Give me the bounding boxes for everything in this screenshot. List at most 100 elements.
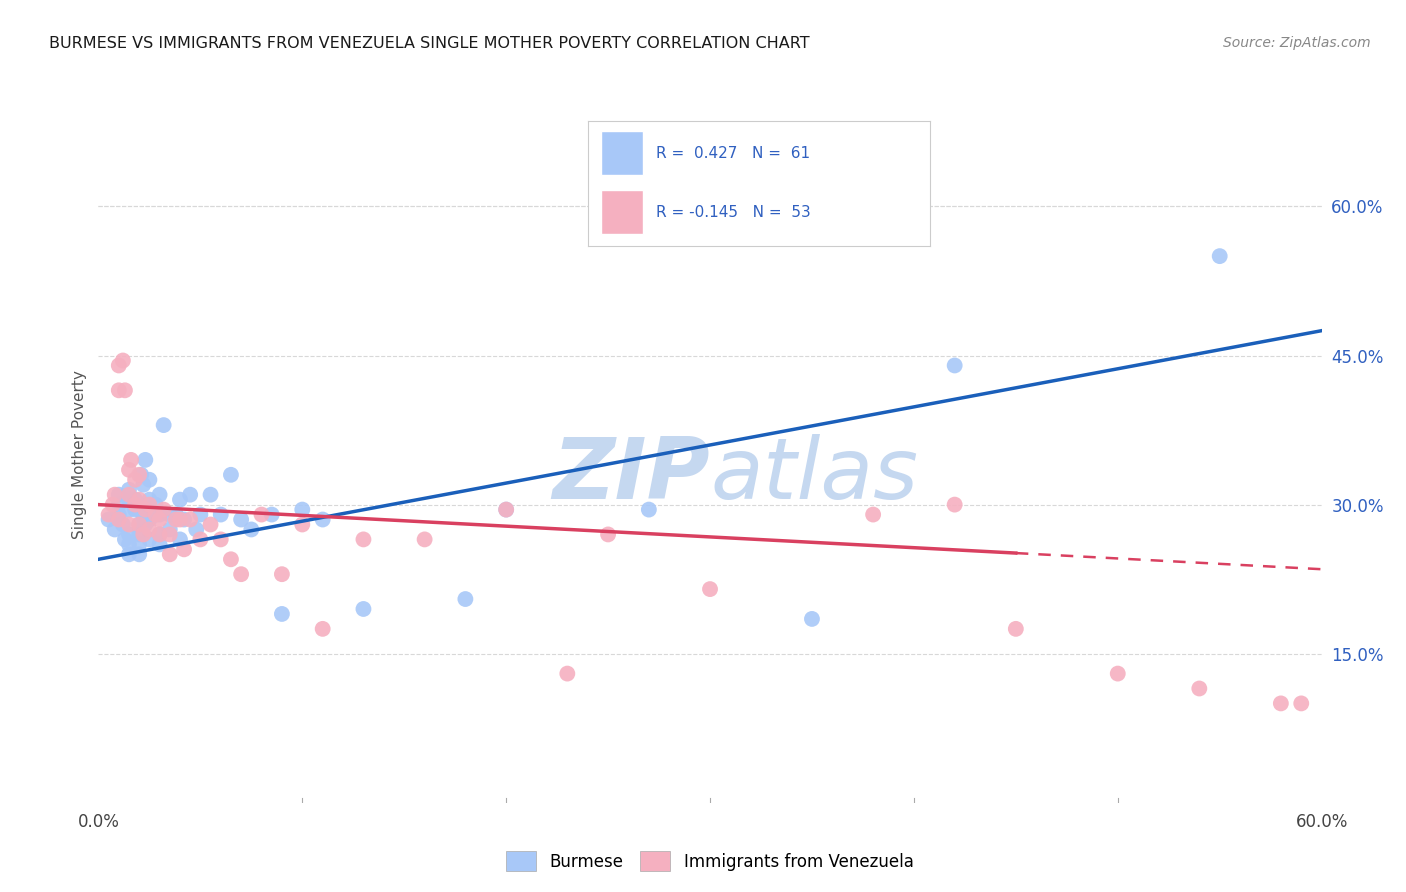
Point — [159, 523, 181, 537]
Point — [108, 488, 131, 502]
Point — [145, 508, 167, 522]
Point — [108, 384, 131, 398]
Point — [260, 508, 283, 522]
Point — [124, 498, 146, 512]
Point — [173, 542, 195, 557]
Point — [152, 418, 174, 433]
Point — [134, 517, 156, 532]
Point — [120, 453, 142, 467]
Point — [138, 498, 160, 512]
Point — [598, 527, 620, 541]
Point — [169, 492, 191, 507]
Point — [128, 537, 150, 551]
Point — [101, 498, 124, 512]
Point — [149, 527, 172, 541]
Point — [138, 533, 160, 547]
Point — [114, 533, 136, 547]
Point — [138, 523, 160, 537]
Point — [118, 537, 141, 551]
Point — [240, 523, 263, 537]
Point — [149, 488, 172, 502]
Point — [132, 527, 155, 541]
Point — [270, 567, 294, 582]
Point — [118, 517, 141, 532]
Point — [1107, 666, 1129, 681]
Point — [1291, 697, 1313, 711]
Point — [159, 527, 181, 541]
Point — [108, 512, 131, 526]
Point — [231, 567, 253, 582]
Point — [1188, 681, 1211, 696]
Point — [128, 527, 150, 541]
Point — [186, 523, 208, 537]
Point — [312, 622, 335, 636]
Point — [132, 508, 155, 522]
Point — [108, 508, 131, 522]
Point — [149, 512, 172, 526]
Point — [179, 512, 201, 526]
Point — [108, 498, 131, 512]
Point — [128, 502, 150, 516]
Point — [188, 508, 212, 522]
Text: Source: ZipAtlas.com: Source: ZipAtlas.com — [1223, 36, 1371, 50]
Point — [165, 512, 187, 526]
Point — [149, 508, 172, 522]
Point — [638, 502, 661, 516]
Point — [149, 537, 172, 551]
Point — [352, 602, 374, 616]
Point — [97, 512, 120, 526]
Text: BURMESE VS IMMIGRANTS FROM VENEZUELA SINGLE MOTHER POVERTY CORRELATION CHART: BURMESE VS IMMIGRANTS FROM VENEZUELA SIN… — [49, 36, 810, 51]
Point — [104, 523, 127, 537]
Point — [291, 502, 314, 516]
Point — [124, 492, 146, 507]
Point — [118, 488, 141, 502]
Point — [943, 498, 966, 512]
Point — [291, 517, 314, 532]
Point — [118, 463, 141, 477]
Y-axis label: Single Mother Poverty: Single Mother Poverty — [72, 370, 87, 540]
Point — [413, 533, 436, 547]
Point — [169, 533, 191, 547]
Point — [134, 453, 156, 467]
Point — [862, 508, 884, 522]
Point — [138, 512, 160, 526]
Point — [129, 467, 152, 482]
Point — [495, 502, 517, 516]
Point — [124, 502, 146, 516]
Point — [118, 502, 141, 516]
Point — [219, 467, 242, 482]
Point — [118, 527, 141, 541]
Point — [149, 527, 172, 541]
Point — [128, 467, 150, 482]
Point — [124, 473, 146, 487]
Point — [169, 512, 191, 526]
Point — [188, 533, 212, 547]
Point — [128, 517, 150, 532]
Point — [270, 607, 294, 621]
Point — [111, 353, 134, 368]
Point — [145, 508, 167, 522]
Point — [145, 498, 167, 512]
Point — [118, 547, 141, 561]
Point — [159, 508, 181, 522]
Text: ZIP: ZIP — [553, 434, 710, 517]
Point — [699, 582, 721, 596]
Point — [114, 384, 136, 398]
Point — [138, 473, 160, 487]
Point — [104, 488, 127, 502]
Point — [312, 512, 335, 526]
Point — [118, 492, 141, 507]
Point — [231, 512, 253, 526]
Legend: Burmese, Immigrants from Venezuela: Burmese, Immigrants from Venezuela — [499, 845, 921, 878]
Point — [200, 517, 222, 532]
Point — [801, 612, 824, 626]
Point — [152, 502, 174, 516]
Point — [134, 502, 156, 516]
Point — [128, 547, 150, 561]
Point — [128, 517, 150, 532]
Point — [132, 477, 155, 491]
Point — [209, 533, 232, 547]
Point — [209, 508, 232, 522]
Point — [1004, 622, 1026, 636]
Point — [219, 552, 242, 566]
